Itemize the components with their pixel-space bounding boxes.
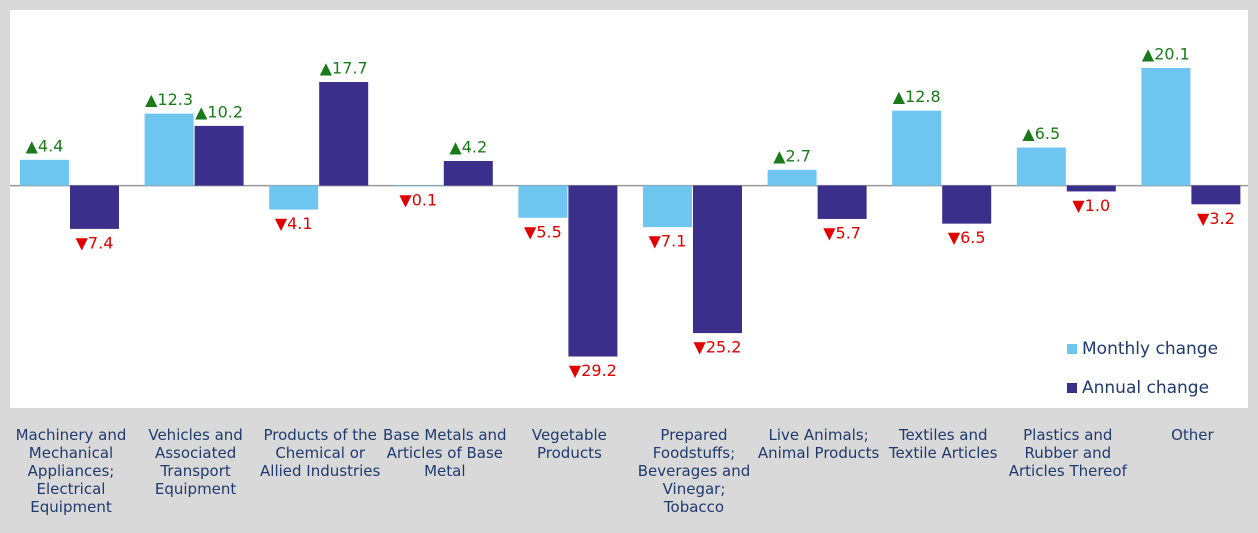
x-tick-label: Plastics and Rubber and Articles Thereof <box>1008 426 1127 480</box>
value-label: ▼29.2 <box>569 361 617 380</box>
value-label: ▼0.1 <box>399 191 437 210</box>
legend-label: Annual change <box>1082 378 1209 398</box>
bar <box>1066 185 1116 192</box>
value-label: ▼5.5 <box>524 222 562 241</box>
value-label: ▼7.1 <box>649 232 687 251</box>
value-label: ▲10.2 <box>195 102 243 121</box>
value-label: ▲12.8 <box>893 87 941 106</box>
value-label: ▼25.2 <box>694 338 742 357</box>
x-tick-label: Vehicles and Associated Transport Equipm… <box>148 426 243 498</box>
value-label: ▲2.7 <box>773 146 811 165</box>
value-label: ▼4.1 <box>275 214 313 233</box>
x-tick-label: Textiles and Textile Articles <box>888 426 998 462</box>
bar <box>319 81 369 186</box>
legend-swatch <box>1067 344 1077 354</box>
bar <box>942 185 992 224</box>
bar <box>1141 67 1191 186</box>
legend-swatch <box>1067 383 1077 393</box>
value-label: ▲20.1 <box>1142 44 1190 63</box>
bar <box>144 113 194 186</box>
bar <box>518 185 568 218</box>
x-tick-label: Prepared Foodstuffs; Beverages and Vineg… <box>637 426 751 516</box>
value-label: ▼7.4 <box>76 233 114 252</box>
value-label: ▼6.5 <box>948 228 986 247</box>
bar <box>194 125 244 186</box>
value-label: ▼3.2 <box>1197 209 1235 228</box>
bar <box>643 185 692 228</box>
bar <box>767 169 817 186</box>
x-tick-label: Products of the Chemical or Allied Indus… <box>260 426 381 480</box>
bar <box>568 185 618 357</box>
plot-area <box>10 10 1248 408</box>
value-label: ▲17.7 <box>320 58 368 77</box>
value-label: ▲12.3 <box>145 90 193 109</box>
value-label: ▼5.7 <box>823 223 861 242</box>
bar <box>393 185 443 187</box>
bar <box>443 161 493 186</box>
value-label: ▲4.2 <box>449 138 487 157</box>
x-tick-label: Live Animals; Animal Products <box>757 426 880 462</box>
x-tick-label: Machinery and Mechanical Appliances; Ele… <box>15 426 127 516</box>
bar <box>70 185 119 229</box>
value-label: ▼1.0 <box>1072 196 1110 215</box>
bar <box>1016 147 1066 186</box>
chart: ▲4.4 ▼7.4 ▲12.3▲10.2 ▼4.1 ▲17.7 ▼0.1 ▲4.2 ▼5.5 ▼… <box>10 10 1248 408</box>
bar <box>892 110 942 186</box>
bar <box>817 185 867 219</box>
value-label: ▲6.5 <box>1022 124 1060 143</box>
x-tick-label: Other <box>1171 426 1214 444</box>
bar <box>1191 185 1241 205</box>
bar <box>269 185 319 210</box>
x-tick-label: Base Metals and Articles of Base Metal <box>383 426 507 480</box>
legend-label: Monthly change <box>1082 339 1218 359</box>
bar <box>20 159 69 186</box>
value-label: ▲4.4 <box>26 136 64 155</box>
bar <box>693 185 742 334</box>
x-tick-label: Vegetable Products <box>531 426 607 462</box>
